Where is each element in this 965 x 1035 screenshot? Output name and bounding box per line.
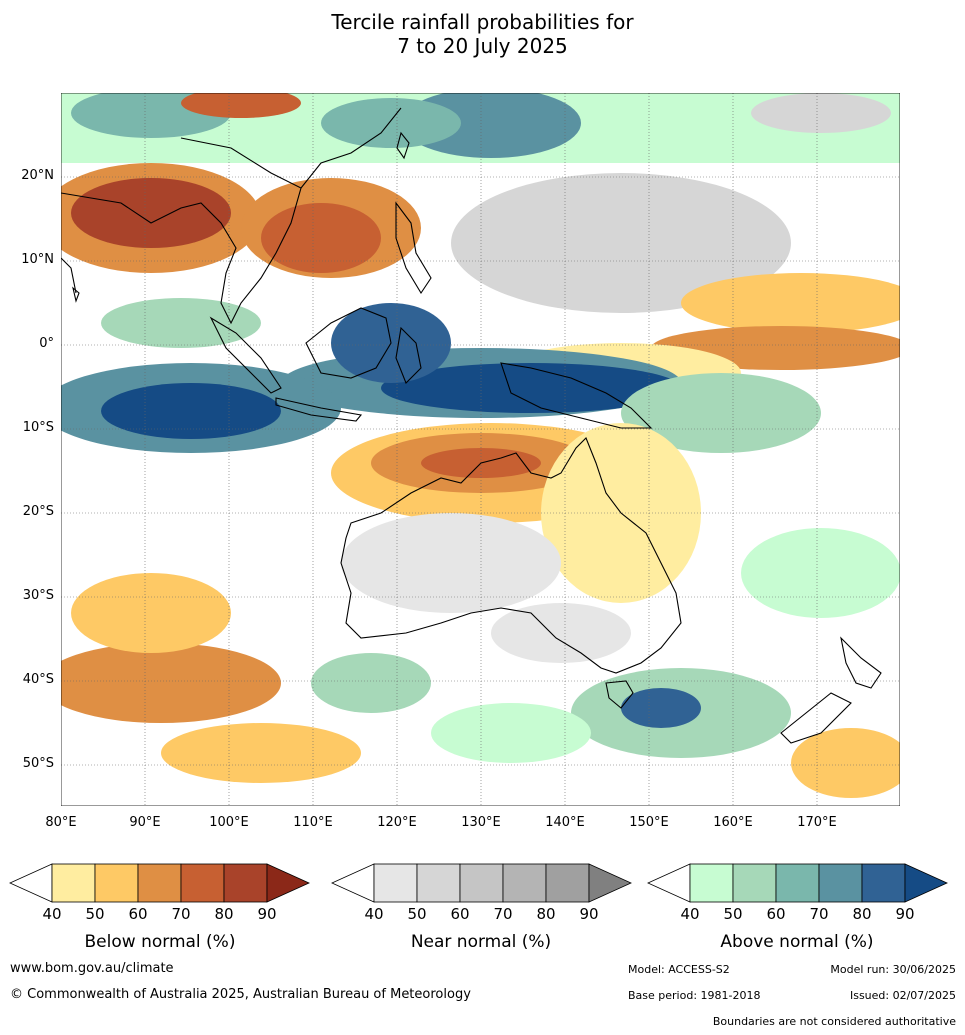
lat-label-10n: 10°N [21, 252, 54, 267]
taiwan-outline [396, 131, 410, 160]
legend-swatch [373, 863, 418, 903]
legend-swatch [732, 863, 777, 903]
china-coast-outline [300, 107, 402, 189]
legend-near-title: Near normal (%) [410, 932, 552, 952]
sulawesi-outline [395, 326, 422, 384]
graticule [61, 93, 900, 806]
legend-below-tick: 60 [128, 905, 148, 923]
lon-label-110e: 110°E [293, 815, 333, 830]
legend-near-tick: 80 [536, 905, 556, 923]
legend-below-tick: 80 [214, 905, 234, 923]
lat-label-40s: 40°S [22, 672, 54, 687]
legend-above-tick: 40 [680, 905, 700, 923]
legend-swatch [223, 863, 268, 903]
map-canvas [41, 88, 921, 807]
lon-label-100e: 100°E [209, 815, 249, 830]
coastlines [60, 107, 882, 744]
legend-above-title: Above normal (%) [720, 932, 874, 952]
legend-swatch [180, 863, 225, 903]
legend-near-normal [331, 862, 632, 906]
lat-label-50s: 50°S [22, 756, 54, 771]
legend-swatch [51, 863, 96, 903]
lat-label-20n: 20°N [21, 168, 54, 183]
legend-below-title: Below normal (%) [84, 932, 236, 952]
sumatra-outline [209, 316, 282, 394]
legend-near-tick: 70 [493, 905, 513, 923]
legend-swatch [502, 863, 547, 903]
philippines-outline [395, 201, 432, 295]
legend-below-colorbar [9, 863, 310, 903]
legend-near-colorbar [331, 863, 632, 903]
lon-label-160e: 160°E [713, 815, 753, 830]
legend-above-tick: 50 [723, 905, 743, 923]
legend-swatch [775, 863, 820, 903]
legend-near-tick: 90 [579, 905, 599, 923]
probability-fields [41, 88, 921, 798]
lon-label-150e: 150°E [629, 815, 669, 830]
legend-below-tick: 50 [85, 905, 105, 923]
legend-swatch [689, 863, 734, 903]
new-zealand-outline [780, 636, 882, 744]
legend-near-tick: 60 [450, 905, 470, 923]
lon-label-80e: 80°E [45, 815, 77, 830]
base-period: Base period: 1981-2018 [628, 989, 761, 1002]
issued-date: Issued: 02/07/2025 [849, 989, 956, 1002]
lat-label-30s: 30°S [22, 588, 54, 603]
legend-below-tick: 90 [257, 905, 277, 923]
legend-swatch [416, 863, 461, 903]
map-title: Tercile rainfall probabilities for 7 to … [0, 10, 965, 58]
boundaries-disclaimer: Boundaries are not considered authoritat… [712, 1015, 956, 1028]
legend-swatch [137, 863, 182, 903]
tasmania-outline [605, 680, 634, 709]
lon-label-130e: 130°E [461, 815, 501, 830]
website-link[interactable]: www.bom.gov.au/climate [10, 961, 174, 976]
java-outline [275, 397, 363, 422]
legend-swatch [904, 863, 948, 903]
title-line-1: Tercile rainfall probabilities for [331, 10, 634, 34]
legend-above-tick: 70 [809, 905, 829, 923]
lon-label-120e: 120°E [377, 815, 417, 830]
borneo-outline [305, 307, 392, 379]
lon-label-170e: 170°E [797, 815, 837, 830]
legend-above-tick: 80 [852, 905, 872, 923]
legend-swatch [545, 863, 590, 903]
india-outline [60, 257, 77, 294]
legend-near-tick: 40 [364, 905, 384, 923]
legend-swatch [588, 863, 632, 903]
legend-below-normal [9, 862, 310, 906]
new-guinea-outline [500, 362, 653, 429]
legend-above-tick: 90 [895, 905, 915, 923]
legend-above-colorbar [647, 863, 948, 903]
legend-near-tick: 50 [407, 905, 427, 923]
legend-swatch [266, 863, 310, 903]
legend-above-tick: 60 [766, 905, 786, 923]
legend-swatch [459, 863, 504, 903]
australia-outline [340, 437, 682, 674]
lat-label-10s: 10°S [22, 420, 54, 435]
legend-above-normal [647, 862, 948, 906]
lat-label-0: 0° [39, 336, 54, 351]
lon-label-140e: 140°E [545, 815, 585, 830]
legend-swatch [818, 863, 863, 903]
title-line-2: 7 to 20 July 2025 [397, 34, 568, 58]
lat-label-20s: 20°S [22, 504, 54, 519]
legend-swatch [94, 863, 139, 903]
lon-label-90e: 90°E [129, 815, 161, 830]
forecast-map [41, 88, 921, 807]
sri-lanka-outline [72, 286, 80, 303]
legend-below-tick: 40 [42, 905, 62, 923]
model-run-date: Model run: 30/06/2025 [830, 963, 956, 976]
copyright-text: © Commonwealth of Australia 2025, Austra… [10, 987, 471, 1002]
legend-swatch [861, 863, 906, 903]
legend-below-tick: 70 [171, 905, 191, 923]
model-name: Model: ACCESS-S2 [628, 963, 730, 976]
